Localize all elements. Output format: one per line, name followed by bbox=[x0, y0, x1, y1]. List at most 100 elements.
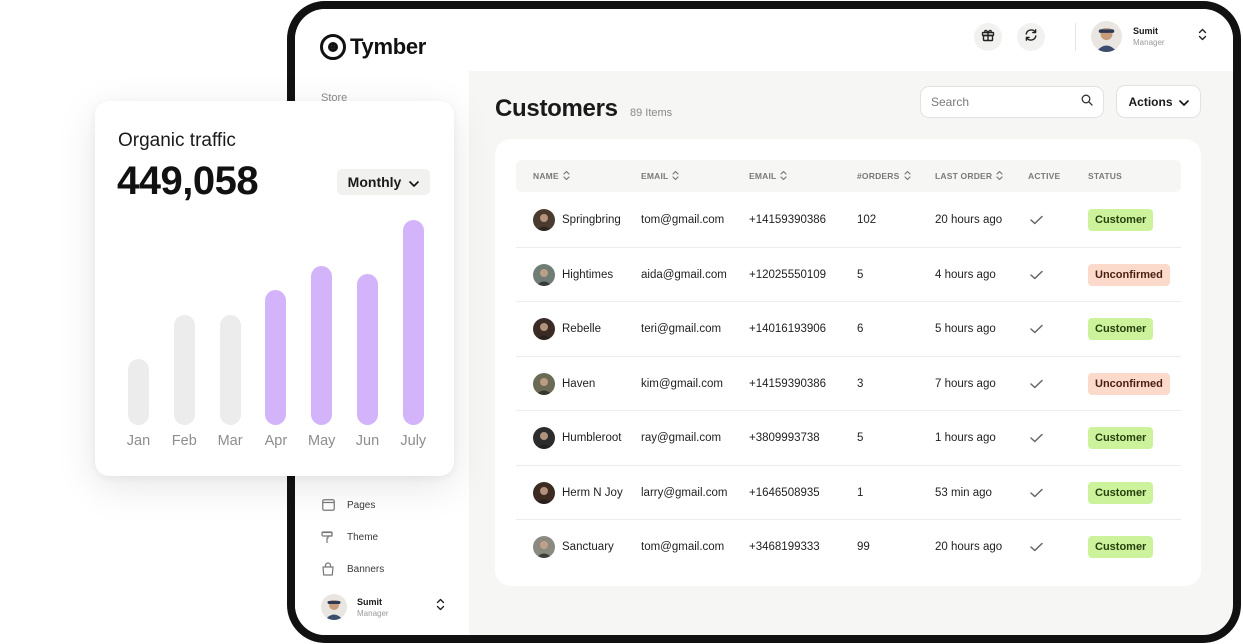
theme-icon bbox=[321, 530, 335, 544]
traffic-value: 449,058 bbox=[117, 159, 259, 203]
bar-label: Jan bbox=[126, 433, 151, 449]
bar-jun[interactable] bbox=[357, 273, 378, 425]
sidebar-item-label: Banners bbox=[347, 563, 385, 575]
last-order-time: 20 hours ago bbox=[935, 541, 1003, 553]
column-header[interactable]: NAME bbox=[533, 160, 570, 192]
search-box[interactable] bbox=[920, 86, 1104, 118]
sidebar-item-label: Pages bbox=[347, 499, 376, 511]
table-row[interactable]: Hightimes aida@gmail.com +12025550109 5 4 ho… bbox=[516, 248, 1181, 302]
customer-name[interactable]: Hightimes bbox=[562, 268, 614, 281]
column-header-label: LAST ORDER bbox=[935, 171, 993, 181]
column-header[interactable]: #ORDERS bbox=[857, 160, 911, 192]
tymber-logo-icon bbox=[320, 34, 346, 60]
status-badge: Customer bbox=[1088, 481, 1154, 504]
sidebar-user-switcher[interactable]: Sumit Manager bbox=[321, 594, 445, 620]
sidebar-item-pages[interactable]: Pages bbox=[321, 489, 384, 521]
app-name: Tymber bbox=[350, 34, 427, 59]
sort-icon bbox=[903, 170, 911, 183]
status-badge: Customer bbox=[1088, 427, 1154, 449]
actions-button[interactable]: Actions bbox=[1116, 85, 1201, 118]
user-name: Sumit bbox=[1133, 26, 1159, 36]
avatar bbox=[533, 427, 555, 449]
cell-name: Rebelle bbox=[533, 302, 601, 356]
cell-name: Humbleroot bbox=[533, 411, 621, 465]
table-row[interactable]: Sanctuary tom@gmail.com +3468199333 99 20 ho… bbox=[516, 520, 1181, 575]
table-body: Springbring tom@gmail.com +14159390386 102 2… bbox=[516, 193, 1181, 575]
last-order-time: 53 min ago bbox=[935, 486, 992, 499]
search-input[interactable] bbox=[931, 95, 1061, 109]
cell-status: Customer bbox=[1088, 302, 1154, 356]
bar-apr[interactable] bbox=[265, 290, 287, 425]
cell-status: Unconfirmed bbox=[1088, 357, 1170, 411]
customer-name[interactable]: Sanctuary bbox=[562, 541, 614, 553]
customer-phone: +12025550109 bbox=[749, 268, 827, 281]
order-count: 5 bbox=[857, 432, 864, 444]
chevron-down-icon bbox=[409, 174, 420, 190]
customer-email: larry@gmail.com bbox=[641, 486, 728, 499]
traffic-title: Organic traffic bbox=[118, 130, 236, 151]
column-header: ACTIVE bbox=[1028, 160, 1060, 192]
bar-label: Feb bbox=[171, 433, 197, 449]
column-header-label: EMAIL bbox=[749, 171, 777, 181]
table-header: NAME EMAIL EMAIL #ORDERS LAST ORDER ACTIVE STA… bbox=[516, 160, 1181, 192]
sidebar-item-banners[interactable]: Banners bbox=[321, 553, 384, 585]
table-row[interactable]: Herm N Joy larry@gmail.com +1646508935 1 53 … bbox=[516, 466, 1181, 520]
column-header-label: EMAIL bbox=[641, 171, 669, 181]
actions-label: Actions bbox=[1128, 94, 1173, 109]
bar-jan[interactable] bbox=[128, 358, 149, 425]
avatar bbox=[533, 263, 555, 286]
cell-name: Haven bbox=[533, 357, 595, 411]
topbar-user-switcher[interactable]: Sumit Manager bbox=[1091, 21, 1207, 52]
status-badge: Customer bbox=[1088, 318, 1154, 340]
table-row[interactable]: Springbring tom@gmail.com +14159390386 102 2… bbox=[516, 193, 1181, 248]
active-check-icon bbox=[1030, 248, 1043, 302]
bar-feb[interactable] bbox=[173, 315, 195, 425]
cell-status: Unconfirmed bbox=[1088, 248, 1170, 302]
logo[interactable]: Tymber bbox=[320, 34, 426, 60]
customers-table: NAME EMAIL EMAIL #ORDERS LAST ORDER ACTIVE STA… bbox=[495, 139, 1201, 586]
customer-phone: +3809993738 bbox=[749, 432, 820, 444]
customer-phone: +3468199333 bbox=[749, 541, 820, 553]
bar-july[interactable] bbox=[402, 220, 424, 425]
sidebar-item-theme[interactable]: Theme bbox=[321, 521, 384, 553]
column-header[interactable]: EMAIL bbox=[641, 160, 680, 192]
search-icon[interactable] bbox=[1081, 93, 1093, 111]
bar-may[interactable] bbox=[311, 265, 333, 425]
user-role: Manager bbox=[357, 608, 389, 618]
table-row[interactable]: Humbleroot ray@gmail.com +3809993738 5 1 hou… bbox=[516, 411, 1181, 466]
gift-button[interactable] bbox=[974, 23, 1002, 51]
customer-name[interactable]: Springbring bbox=[562, 214, 621, 226]
period-dropdown[interactable]: Monthly bbox=[337, 169, 430, 195]
order-count: 1 bbox=[857, 486, 864, 499]
active-check-icon bbox=[1030, 193, 1043, 247]
table-row[interactable]: Rebelle teri@gmail.com +14016193906 6 5 hour… bbox=[516, 302, 1181, 357]
active-check-icon bbox=[1030, 466, 1043, 520]
avatar bbox=[1091, 21, 1122, 52]
refresh-button[interactable] bbox=[1017, 23, 1045, 51]
avatar bbox=[533, 481, 555, 504]
bar-mar[interactable] bbox=[219, 315, 241, 425]
customer-name[interactable]: Haven bbox=[562, 377, 596, 390]
last-order-time: 4 hours ago bbox=[935, 268, 996, 281]
cell-name: Sanctuary bbox=[533, 520, 614, 574]
column-header[interactable]: EMAIL bbox=[749, 160, 788, 192]
table-row[interactable]: Haven kim@gmail.com +14159390386 3 7 hours a… bbox=[516, 357, 1181, 411]
last-order-time: 1 hours ago bbox=[935, 432, 996, 444]
sort-icon bbox=[672, 170, 680, 183]
cell-status: Customer bbox=[1088, 411, 1154, 465]
column-header[interactable]: LAST ORDER bbox=[935, 160, 1003, 192]
bar-label: May bbox=[307, 433, 336, 449]
topbar: Sumit Manager bbox=[469, 9, 1233, 71]
customer-name[interactable]: Rebelle bbox=[562, 323, 601, 335]
sort-icon bbox=[563, 170, 570, 183]
tablet-frame: Tymber Store Pages Theme bbox=[287, 1, 1241, 643]
period-label: Monthly bbox=[347, 174, 402, 190]
customer-email: kim@gmail.com bbox=[641, 377, 723, 390]
avatar bbox=[533, 536, 555, 558]
page-title: Customers bbox=[495, 95, 618, 122]
customer-name[interactable]: Humbleroot bbox=[562, 432, 622, 444]
customer-email: teri@gmail.com bbox=[641, 323, 722, 335]
customer-email: tom@gmail.com bbox=[641, 541, 725, 553]
sort-icon bbox=[996, 170, 1003, 183]
customer-name[interactable]: Herm N Joy bbox=[562, 486, 623, 499]
